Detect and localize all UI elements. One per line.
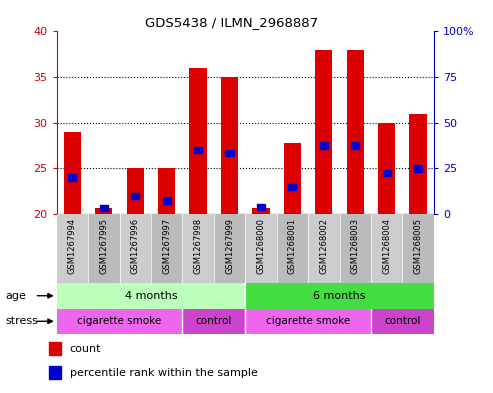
Bar bbox=[194, 147, 202, 153]
Bar bbox=[57, 283, 245, 309]
Bar bbox=[277, 214, 308, 283]
Bar bbox=[284, 143, 301, 214]
Text: GSM1267999: GSM1267999 bbox=[225, 218, 234, 274]
Bar bbox=[151, 214, 182, 283]
Bar bbox=[214, 214, 246, 283]
Bar bbox=[340, 214, 371, 283]
Bar bbox=[88, 214, 119, 283]
Text: count: count bbox=[70, 344, 101, 354]
Bar bbox=[383, 170, 391, 176]
Bar bbox=[57, 31, 88, 214]
Text: control: control bbox=[196, 316, 232, 326]
Bar bbox=[414, 165, 422, 172]
Text: control: control bbox=[384, 316, 421, 326]
Bar bbox=[245, 283, 434, 309]
Bar bbox=[371, 214, 402, 283]
Bar bbox=[57, 214, 88, 283]
Bar bbox=[151, 31, 182, 214]
Text: GSM1268005: GSM1268005 bbox=[414, 218, 423, 274]
Text: 6 months: 6 months bbox=[314, 291, 366, 301]
Bar bbox=[119, 31, 151, 214]
Bar bbox=[308, 214, 340, 283]
Text: GSM1267998: GSM1267998 bbox=[194, 218, 203, 274]
Bar bbox=[277, 31, 308, 214]
Text: GSM1267994: GSM1267994 bbox=[68, 218, 77, 274]
Bar bbox=[88, 31, 119, 214]
Text: GSM1268000: GSM1268000 bbox=[256, 218, 266, 274]
Text: cigarette smoke: cigarette smoke bbox=[77, 316, 162, 326]
Bar bbox=[245, 309, 371, 334]
Text: percentile rank within the sample: percentile rank within the sample bbox=[70, 367, 257, 378]
Bar bbox=[402, 31, 434, 214]
Bar bbox=[252, 208, 270, 214]
Text: GSM1267996: GSM1267996 bbox=[131, 218, 140, 274]
Bar bbox=[163, 197, 171, 204]
Bar bbox=[225, 150, 234, 156]
Text: GSM1268002: GSM1268002 bbox=[319, 218, 328, 274]
Bar bbox=[57, 309, 182, 334]
Bar bbox=[340, 31, 371, 214]
Text: stress: stress bbox=[5, 316, 38, 326]
Bar bbox=[214, 31, 246, 214]
Bar bbox=[119, 214, 151, 283]
Bar bbox=[127, 169, 144, 214]
Bar bbox=[69, 174, 76, 181]
Bar bbox=[48, 342, 61, 355]
Bar bbox=[347, 50, 364, 214]
Bar bbox=[221, 77, 238, 214]
Text: GSM1268003: GSM1268003 bbox=[351, 218, 360, 274]
Bar bbox=[315, 50, 332, 214]
Bar bbox=[288, 184, 296, 190]
Bar bbox=[245, 31, 277, 214]
Bar bbox=[245, 214, 277, 283]
Text: GSM1267997: GSM1267997 bbox=[162, 218, 171, 274]
Bar bbox=[64, 132, 81, 214]
Bar bbox=[371, 309, 434, 334]
Text: cigarette smoke: cigarette smoke bbox=[266, 316, 350, 326]
Bar bbox=[320, 142, 328, 149]
Text: GDS5438 / ILMN_2968887: GDS5438 / ILMN_2968887 bbox=[145, 16, 318, 29]
Text: GSM1267995: GSM1267995 bbox=[99, 218, 108, 274]
Bar bbox=[158, 169, 176, 214]
Bar bbox=[182, 309, 245, 334]
Bar bbox=[308, 31, 340, 214]
Bar bbox=[131, 193, 140, 199]
Bar bbox=[371, 31, 402, 214]
Bar bbox=[182, 214, 214, 283]
Text: GSM1268001: GSM1268001 bbox=[288, 218, 297, 274]
Bar bbox=[402, 214, 434, 283]
Text: GSM1268004: GSM1268004 bbox=[382, 218, 391, 274]
Bar bbox=[351, 142, 359, 149]
Bar bbox=[48, 366, 61, 379]
Bar bbox=[189, 68, 207, 214]
Bar bbox=[410, 114, 427, 214]
Text: age: age bbox=[5, 291, 26, 301]
Bar bbox=[182, 31, 214, 214]
Bar bbox=[257, 204, 265, 210]
Text: 4 months: 4 months bbox=[125, 291, 177, 301]
Bar bbox=[95, 208, 112, 214]
Bar bbox=[100, 205, 108, 211]
Bar bbox=[378, 123, 395, 214]
